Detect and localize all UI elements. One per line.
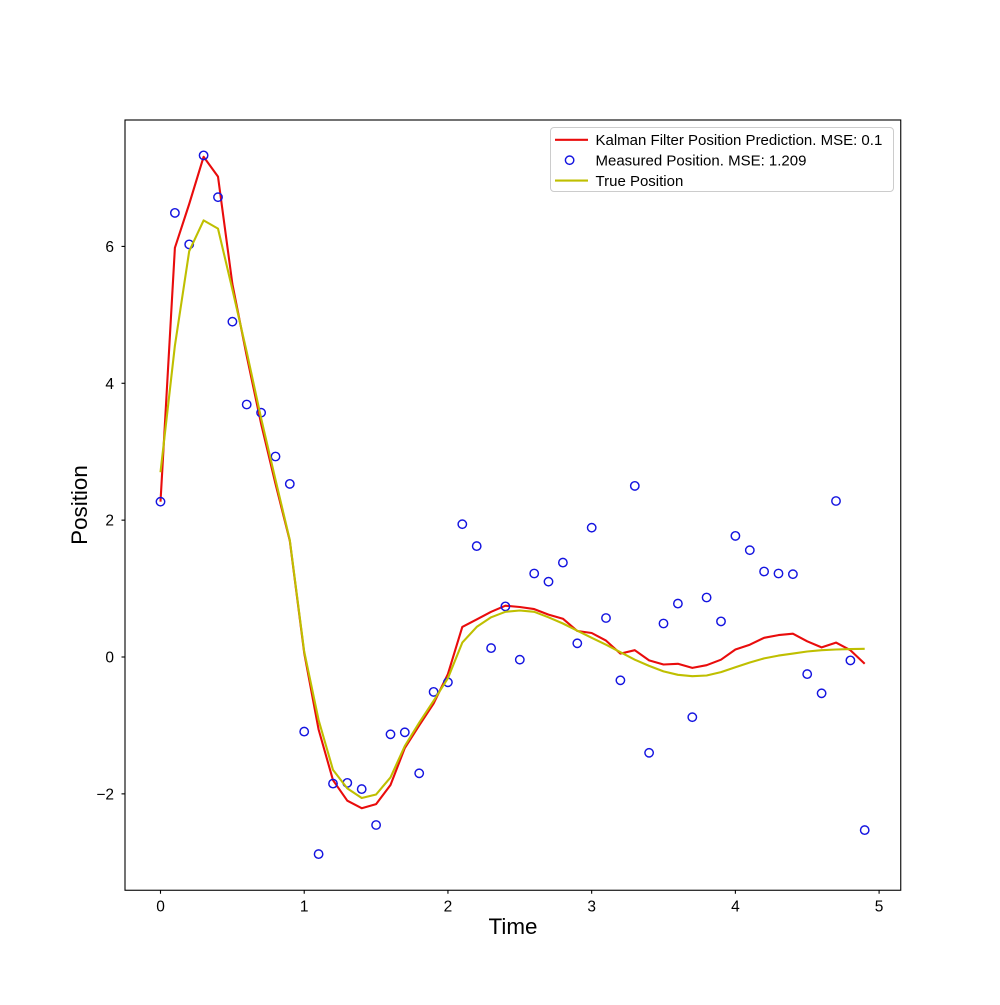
svg-text:Position: Position xyxy=(67,465,92,545)
svg-text:0: 0 xyxy=(105,650,114,667)
svg-text:4: 4 xyxy=(731,899,740,916)
svg-text:1: 1 xyxy=(300,899,309,916)
svg-text:2: 2 xyxy=(444,899,453,916)
svg-text:6: 6 xyxy=(105,239,114,256)
svg-text:0: 0 xyxy=(156,899,165,916)
svg-text:Time: Time xyxy=(489,914,538,939)
svg-text:4: 4 xyxy=(105,376,114,393)
svg-text:−2: −2 xyxy=(96,786,114,803)
svg-text:Measured Position. MSE: 1.209: Measured Position. MSE: 1.209 xyxy=(596,153,807,170)
svg-text:True Position: True Position xyxy=(596,173,684,190)
svg-text:Kalman Filter Position Predict: Kalman Filter Position Prediction. MSE: … xyxy=(596,132,883,149)
svg-text:3: 3 xyxy=(587,899,596,916)
svg-text:5: 5 xyxy=(875,899,884,916)
svg-text:2: 2 xyxy=(105,513,114,530)
